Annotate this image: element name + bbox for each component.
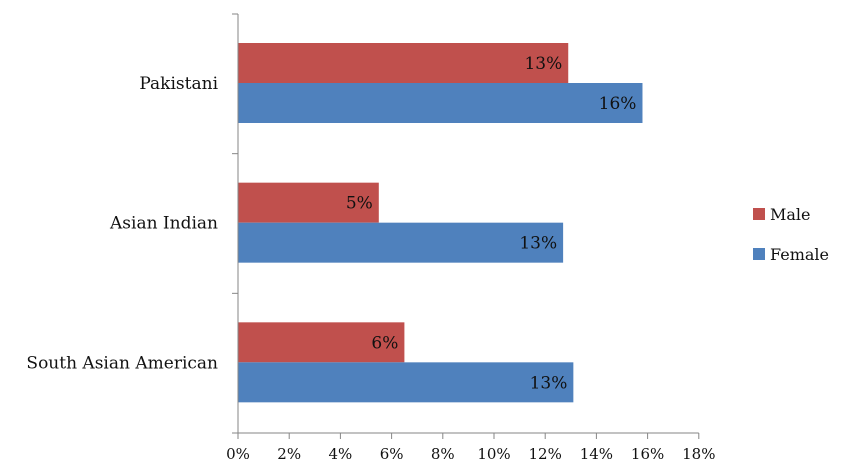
data-label-male-2: 6% (371, 333, 398, 353)
x-tick-label: 14% (580, 445, 613, 463)
x-tick-label: 6% (380, 445, 404, 463)
bar-male-2 (238, 322, 405, 363)
category-label-1: Asian Indian (109, 214, 218, 234)
x-tick-label: 12% (529, 445, 562, 463)
x-tick-label: 18% (682, 445, 715, 463)
x-tick-label: 4% (329, 445, 353, 463)
category-label-2: South Asian American (26, 353, 218, 373)
data-label-female-0: 16% (599, 94, 637, 114)
x-tick-label: 16% (631, 445, 664, 463)
legend-swatch-male (753, 208, 765, 220)
bar-female-1 (238, 222, 564, 263)
data-label-male-0: 13% (524, 54, 562, 74)
data-label-male-1: 5% (346, 194, 373, 214)
bar-male-0 (238, 43, 569, 83)
plot-area: 13% 16% Pakistani 5% 13% Asian Indian 6% 13% Sou… (26, 13, 715, 463)
bar-male-1 (238, 182, 379, 223)
bar-female-2 (238, 362, 574, 403)
x-tick-label: 2% (277, 445, 301, 463)
x-tick-label: 0% (226, 445, 250, 463)
category-label-0: Pakistani (139, 74, 218, 94)
data-label-female-2: 13% (530, 373, 568, 393)
legend-label-female: Female (770, 245, 829, 264)
x-tick-label: 10% (477, 445, 510, 463)
bar-female-0 (238, 83, 643, 123)
legend-swatch-female (753, 248, 765, 260)
data-label-female-1: 13% (519, 234, 557, 254)
x-tick-label: 8% (431, 445, 455, 463)
legend: Male Female (753, 205, 829, 264)
legend-label-male: Male (770, 205, 811, 224)
